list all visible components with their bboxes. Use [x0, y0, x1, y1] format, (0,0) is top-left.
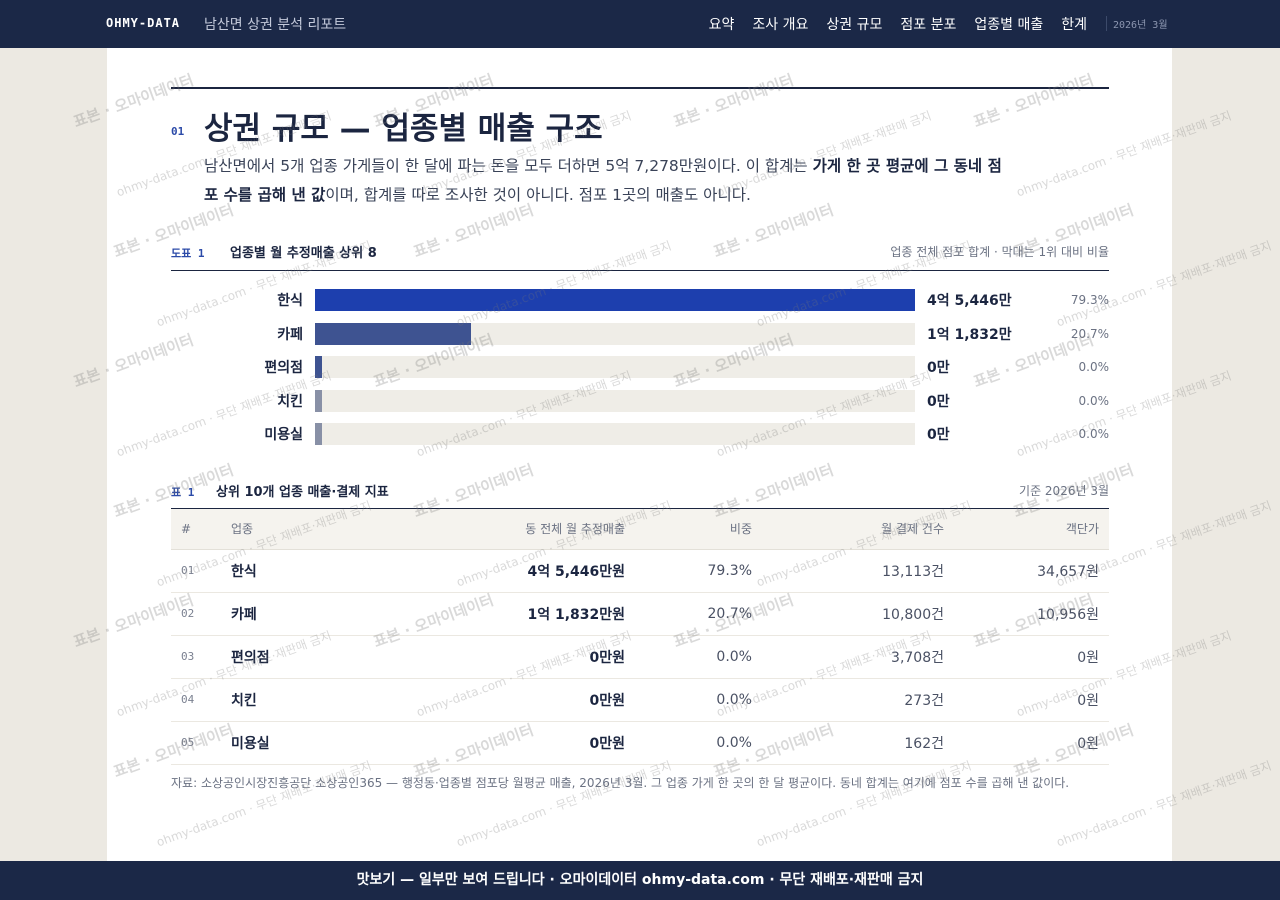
- table-row[interactable]: 03 편의점 0만원 0.0% 3,708건 0원: [171, 635, 1109, 679]
- column-header: 월 결제 건수: [752, 509, 944, 550]
- table-cell: 한식: [221, 549, 361, 593]
- data-table: # 업종 동 전체 월 추정매출 비중 월 결제 건수 객단가 01 한식 4억 5,446만원…: [171, 509, 1109, 765]
- value-label: 0만: [927, 360, 950, 376]
- table-cell: 20.7%: [625, 592, 752, 636]
- header-row: # 업종 동 전체 월 추정매출 비중 월 결제 건수 객단가: [171, 509, 1109, 550]
- chart-rule: [171, 270, 1109, 271]
- section-title: 상권 규모 — 업종별 매출 구조: [204, 111, 603, 147]
- share-label: 0.0%: [1078, 360, 1110, 374]
- value-label: 0만: [927, 393, 950, 410]
- bar: [315, 322, 472, 345]
- share-label: 0.0%: [1078, 393, 1110, 408]
- table-title: 상위 10개 업종 매출·결제 지표: [216, 485, 389, 500]
- nav-link[interactable]: 조사 개요: [752, 17, 809, 33]
- category-label: 미용실: [264, 427, 303, 443]
- table-cell: 0만원: [361, 635, 625, 679]
- nav-link[interactable]: 상권 규모: [826, 17, 883, 33]
- bar: [315, 289, 915, 311]
- table-row[interactable]: 05 미용실 0만원 0.0% 162건 0원: [171, 721, 1109, 765]
- footer-banner: 맛보기 — 일부만 보여 드립니다 · 오마이데이터 ohmy-data.com…: [0, 861, 1280, 900]
- chart-note: 업종 전체 점포 합계 · 막대는 1위 대비 비율: [890, 245, 1109, 259]
- table-cell: 34,657원: [944, 549, 1109, 593]
- top-bar: OHMY-DATA 남산면 상권 분석 리포트 요약 조사 개요 상권 규모 점포 분…: [0, 0, 1280, 48]
- table-row[interactable]: 04 치킨 0만원 0.0% 273건 0원: [171, 678, 1109, 722]
- table-cell: 10,956원: [944, 592, 1109, 636]
- nav-link[interactable]: 점포 분포: [900, 17, 957, 33]
- section-paragraph: 남산면에서 5개 업종 가게들이 한 달에 파는 돈을 모두 더하면 5억 7,…: [204, 152, 1014, 210]
- table-cell: 1억 1,832만원: [361, 592, 625, 636]
- column-header: 업종: [221, 509, 361, 550]
- table-cell: 05: [171, 721, 221, 765]
- bar: [315, 389, 322, 412]
- bar-track: [315, 389, 915, 412]
- category-label: 한식: [277, 293, 303, 309]
- value-label: 4억 5,446만: [927, 293, 1012, 309]
- table-cell: 79.3%: [625, 549, 752, 593]
- table-cell: 162건: [752, 721, 944, 765]
- bar-track: [315, 423, 915, 445]
- chart-label: 도표 1: [171, 247, 205, 260]
- share-label: 0.0%: [1078, 427, 1110, 441]
- table-cell: 13,113건: [752, 549, 944, 593]
- category-label: 치킨: [277, 393, 303, 410]
- table-cell: 10,800건: [752, 592, 944, 636]
- table-cell: 카페: [221, 592, 361, 636]
- table-cell: 0만원: [361, 721, 625, 765]
- nav-link[interactable]: 업종별 매출: [974, 17, 1044, 33]
- emphasis: 가게 한 곳 평균에 그 동네 점포 수를 곱해 낸 값: [204, 157, 1002, 204]
- value-label: 1억 1,832만: [927, 326, 1012, 343]
- table-cell: 03: [171, 635, 221, 679]
- table-cell: 02: [171, 592, 221, 636]
- table-cell: 편의점: [221, 635, 361, 679]
- column-header: #: [171, 509, 221, 550]
- brand[interactable]: OHMY-DATA: [106, 16, 181, 30]
- text: 이며, 합계를 따로 조사한 것이 아니다. 점포 1곳의 매출도 아니다.: [325, 186, 751, 204]
- value-label: 0만: [927, 427, 950, 443]
- table-cell: 0원: [944, 721, 1109, 765]
- nav-link[interactable]: 요약: [708, 17, 735, 33]
- table-cell: 0.0%: [625, 721, 752, 765]
- table-cell: 01: [171, 549, 221, 593]
- table-cell: 0.0%: [625, 678, 752, 722]
- column-header: 비중: [625, 509, 752, 550]
- report-subtitle: 남산면 상권 분석 리포트: [204, 17, 347, 33]
- footnote: 자료: 소상공인시장진흥공단 소상공인365 — 행정동·업종별 점포당 월평균…: [171, 776, 1070, 790]
- table-row[interactable]: 01 한식 4억 5,446만원 79.3% 13,113건 34,657원: [171, 549, 1109, 593]
- nav: 요약 조사 개요 상권 규모 점포 분포 업종별 매출 한계: [709, 14, 1087, 34]
- table-label: 표 1: [171, 486, 195, 499]
- share-label: 79.3%: [1070, 293, 1109, 307]
- table-cell: 0.0%: [625, 635, 752, 679]
- table-cell: 0원: [944, 635, 1109, 679]
- chart-title: 업종별 월 추정매출 상위 8: [230, 246, 377, 261]
- table-cell: 치킨: [221, 678, 361, 722]
- bar-track: [315, 356, 915, 378]
- table-rule: [171, 508, 1109, 509]
- bar: [315, 356, 322, 378]
- table-cell: 3,708건: [752, 635, 944, 679]
- section-number: 01: [171, 125, 185, 138]
- table-cell: 273건: [752, 678, 944, 722]
- share-label: 20.7%: [1070, 326, 1109, 341]
- table-cell: 0원: [944, 678, 1109, 722]
- table-row[interactable]: 02 카페 1억 1,832만원 20.7% 10,800건 10,956원: [171, 592, 1109, 636]
- category-label: 편의점: [264, 360, 303, 376]
- table-cell: 0만원: [361, 678, 625, 722]
- text: 남산면에서 5개 업종 가게들이 한 달에 파는 돈을 모두 더하면 5억 7,…: [204, 157, 813, 175]
- table-cell: 04: [171, 678, 221, 722]
- table-cell: 4억 5,446만원: [361, 549, 625, 593]
- table-note: 기준 2026년 3월: [1019, 484, 1109, 498]
- section-rule: [171, 87, 1109, 89]
- bar: [315, 423, 322, 445]
- column-header: 객단가: [944, 509, 1109, 550]
- category-label: 카페: [277, 326, 303, 343]
- report-date: 2026년 3월: [1106, 16, 1168, 31]
- table-cell: 미용실: [221, 721, 361, 765]
- column-header: 동 전체 월 추정매출: [361, 509, 625, 550]
- nav-link[interactable]: 한계: [1061, 17, 1087, 33]
